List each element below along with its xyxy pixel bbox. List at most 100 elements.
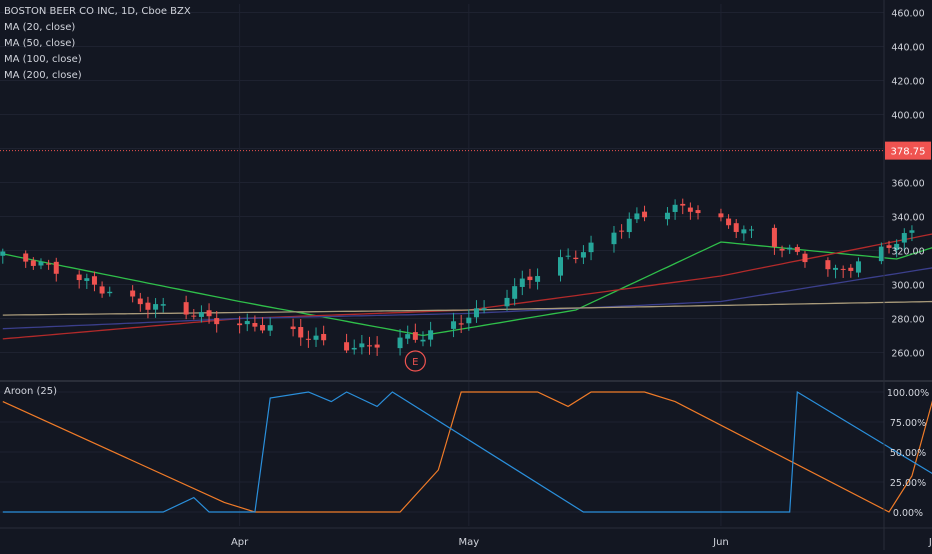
ma-line-2 (2, 233, 932, 340)
time-tick-label: May (458, 537, 479, 548)
candle-body (145, 302, 151, 310)
candle-body (260, 324, 266, 331)
candle-body (848, 267, 854, 271)
candle-body (107, 291, 113, 294)
candle-body (680, 203, 686, 206)
candle-body (91, 276, 97, 285)
earnings-marker[interactable] (404, 350, 426, 372)
candle-body (473, 308, 479, 318)
price-tick-label: 440.00 (891, 43, 924, 54)
candle-body (344, 342, 350, 351)
aroon-lines (2, 390, 932, 513)
price-tick-label: 460.00 (891, 9, 924, 20)
candle-body (351, 347, 357, 350)
legend-ma50[interactable]: MA (50, close) (4, 38, 76, 49)
candle-body (76, 274, 82, 281)
aroon-tick-label: 100.00% (887, 388, 929, 399)
candle-body (191, 315, 197, 317)
earnings-label: E (412, 357, 418, 368)
candle-body (428, 330, 434, 340)
candle-body (130, 290, 136, 297)
candle-body (99, 286, 105, 294)
candle-body (718, 213, 724, 218)
earnings-markers: EEE (404, 350, 426, 372)
candle-body (237, 323, 243, 326)
candle-body (374, 344, 380, 348)
candle-body (290, 326, 296, 330)
candle-body (451, 321, 457, 329)
candle-body (779, 248, 785, 251)
candle-body (321, 333, 327, 341)
candle-body (909, 230, 915, 233)
candle-body (84, 278, 90, 281)
candles (0, 198, 915, 356)
ma-line-1 (2, 241, 932, 337)
candle-body (214, 318, 220, 325)
price-tick-label: 420.00 (891, 77, 924, 88)
candle-body (519, 278, 525, 287)
candle-body (901, 233, 907, 243)
candle-body (878, 246, 884, 262)
aroon-up-line (2, 391, 932, 513)
last-price-badge (885, 141, 931, 160)
candle-body (695, 210, 701, 214)
candle-body (573, 257, 579, 260)
candle-body (588, 242, 594, 253)
last-price-label: 378.75 (891, 147, 926, 158)
legend-ma100[interactable]: MA (100, close) (4, 54, 82, 65)
candle-body (252, 323, 258, 327)
aroon-title[interactable]: Aroon (25) (4, 386, 58, 397)
aroon-tick-label: 75.00% (890, 418, 926, 429)
candle-body (367, 345, 372, 347)
candle-body (206, 310, 212, 317)
candle-body (787, 247, 793, 250)
price-tick-label: 360.00 (891, 179, 924, 190)
legend-ma20[interactable]: MA (20, close) (4, 22, 76, 33)
price-tick-label: 300.00 (891, 281, 924, 292)
candle-body (23, 253, 29, 262)
candle-body (313, 335, 319, 340)
candle-body (305, 338, 311, 340)
time-tick-label: Jul (928, 537, 932, 548)
candle-body (244, 321, 250, 325)
candle-body (733, 223, 739, 232)
candle-body (741, 229, 747, 234)
candle-body (726, 218, 732, 226)
candle-body (160, 304, 166, 306)
candle-body (749, 229, 754, 231)
candle-body (298, 327, 304, 338)
grid (0, 4, 884, 526)
aroon-tick-label: 0.00% (893, 508, 923, 519)
candle-body (481, 308, 487, 311)
candle-body (558, 257, 563, 276)
candle-body (855, 261, 861, 273)
candle-body (458, 323, 464, 325)
candle-body (0, 251, 6, 256)
legend-ma200[interactable]: MA (200, close) (4, 70, 82, 81)
aroon-tick-label: 25.00% (890, 478, 926, 489)
candle-body (412, 332, 418, 340)
candle-body (420, 339, 426, 342)
trendlines (0, 150, 884, 152)
candle-body (833, 267, 839, 270)
price-tick-label: 280.00 (891, 315, 924, 326)
candle-body (840, 268, 846, 270)
candle-body (46, 263, 52, 265)
candle-body (802, 253, 808, 263)
candle-body (267, 325, 273, 331)
price-tick-label: 320.00 (891, 247, 924, 258)
candle-body (183, 302, 189, 315)
candle-body (664, 212, 670, 220)
candle-body (535, 276, 541, 282)
time-tick-label: Apr (231, 537, 249, 548)
candle-body (466, 317, 472, 324)
time-tick-label: Jun (712, 537, 729, 548)
candle-body (512, 286, 518, 299)
candle-body (504, 297, 510, 307)
price-tick-label: 400.00 (891, 111, 924, 122)
candle-body (198, 312, 204, 317)
candle-body (794, 247, 800, 252)
